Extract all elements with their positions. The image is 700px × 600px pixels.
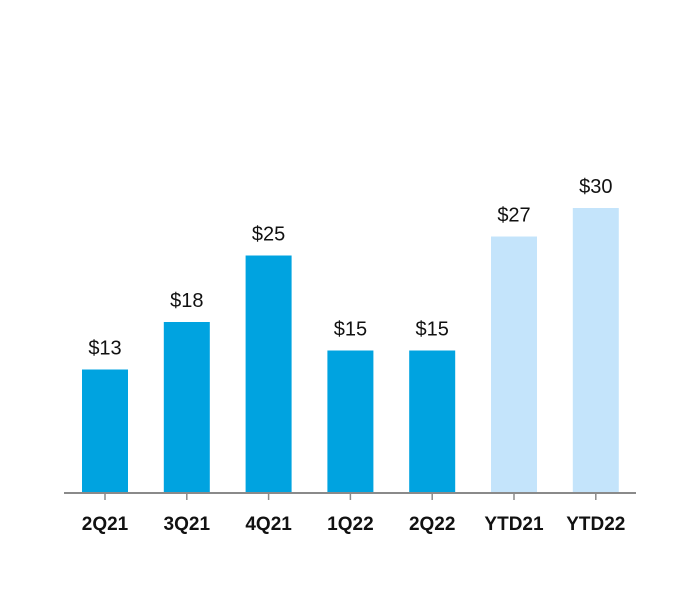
x-tick-labels-group: 2Q21 3Q21 4Q21 1Q22 2Q22 YTD21 YTD22 bbox=[82, 514, 626, 535]
tick-label-ytd22: YTD22 bbox=[566, 514, 625, 535]
value-label-ytd21: $27 bbox=[497, 205, 530, 227]
value-label-3q21: $18 bbox=[170, 290, 203, 312]
bar-2q22 bbox=[409, 350, 456, 493]
bar-4q21 bbox=[245, 255, 292, 493]
bar-1q22 bbox=[327, 350, 374, 493]
value-label-4q21: $25 bbox=[252, 224, 285, 246]
tick-label-1q22: 1Q22 bbox=[327, 514, 373, 535]
value-label-2q22: $15 bbox=[416, 319, 449, 341]
bar-ytd21 bbox=[491, 236, 537, 493]
value-label-ytd22: $30 bbox=[579, 176, 612, 198]
value-labels-group: $13 $18 $25 $15 $15 $27 $30 bbox=[88, 176, 612, 360]
tick-label-4q21: 4Q21 bbox=[245, 514, 292, 535]
value-label-1q22: $15 bbox=[334, 319, 367, 341]
tick-label-2q21: 2Q21 bbox=[82, 514, 129, 535]
tick-label-ytd21: YTD21 bbox=[484, 514, 544, 535]
tick-label-2q22: 2Q22 bbox=[409, 514, 455, 535]
bar-ytd22 bbox=[572, 208, 619, 493]
bar-2q21 bbox=[82, 369, 128, 493]
tick-label-3q21: 3Q21 bbox=[164, 514, 211, 535]
value-label-2q21: $13 bbox=[88, 338, 121, 360]
bars-group bbox=[82, 208, 619, 493]
bar-3q21 bbox=[163, 322, 210, 493]
x-ticks-group bbox=[104, 493, 597, 500]
